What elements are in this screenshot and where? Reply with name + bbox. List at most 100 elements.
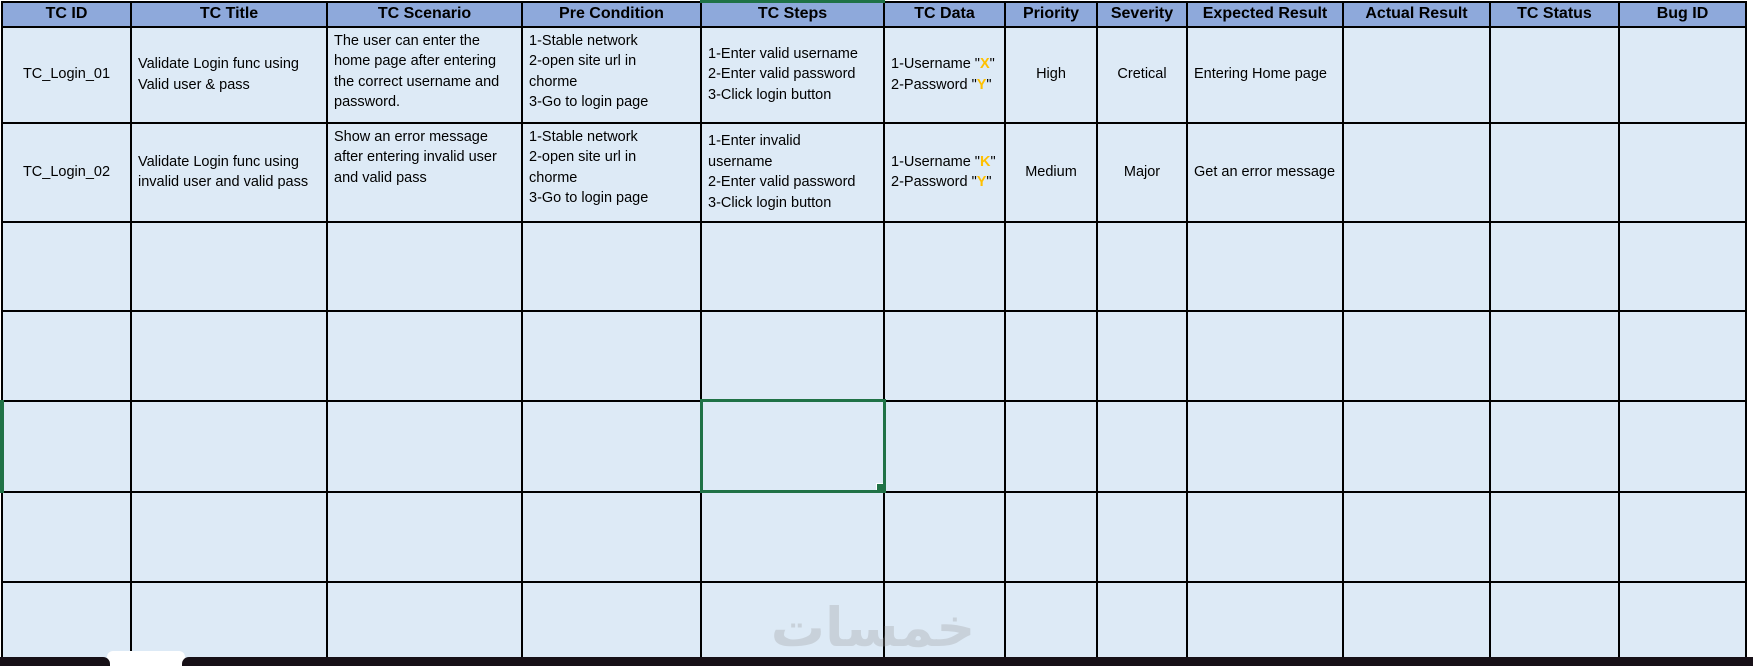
table-cell[interactable] (130, 220, 328, 312)
cell-pre-condition[interactable]: 1-Stable network 2-open site url in chor… (521, 121, 702, 223)
table-cell[interactable] (521, 490, 702, 583)
cell-tc-id[interactable]: TC_Login_01 (1, 25, 132, 124)
selected-cell[interactable] (699, 399, 886, 493)
column-header-severity[interactable]: Severity (1096, 0, 1188, 28)
table-cell[interactable] (883, 490, 1006, 583)
cell-expected-result[interactable]: Get an error message (1186, 121, 1344, 223)
table-cell[interactable] (1342, 399, 1491, 493)
cell-priority[interactable]: Medium (1004, 121, 1098, 223)
table-cell[interactable] (700, 580, 885, 663)
cell-tc-scenario[interactable]: The user can enter the home page after e… (326, 25, 523, 124)
table-cell[interactable] (1186, 490, 1344, 583)
column-header-tc-id[interactable]: TC ID (1, 0, 132, 28)
table-cell[interactable] (326, 490, 523, 583)
column-header-tc-data[interactable]: TC Data (883, 0, 1006, 28)
table-cell[interactable] (1618, 399, 1747, 493)
table-cell[interactable] (1096, 309, 1188, 402)
table-cell[interactable] (883, 399, 1006, 493)
cell-tc-id[interactable]: TC_Login_02 (1, 121, 132, 223)
table-cell[interactable] (1186, 580, 1344, 663)
table-cell[interactable] (1096, 220, 1188, 312)
table-cell[interactable] (1004, 399, 1098, 493)
table-cell[interactable] (883, 220, 1006, 312)
table-cell[interactable] (1, 580, 132, 663)
table-cell[interactable] (1489, 580, 1620, 663)
cell-tc-title[interactable]: Validate Login func using Valid user & p… (130, 25, 328, 124)
column-header-tc-status[interactable]: TC Status (1489, 0, 1620, 28)
table-cell[interactable] (1342, 220, 1491, 312)
column-header-priority[interactable]: Priority (1004, 0, 1098, 28)
cell-tc-data[interactable]: 1-Username "K" 2-Password "Y" (883, 121, 1006, 223)
cell-tc-title[interactable]: Validate Login func using invalid user a… (130, 121, 328, 223)
cell-pre-condition[interactable]: 1-Stable network 2-open site url in chor… (521, 25, 702, 124)
table-cell[interactable] (1618, 490, 1747, 583)
table-row-tc-login-01: TC_Login_01 Validate Login func using Va… (1, 25, 1747, 124)
table-cell[interactable] (1004, 490, 1098, 583)
table-cell[interactable] (1342, 580, 1491, 663)
table-cell[interactable] (1342, 309, 1491, 402)
table-cell[interactable] (1004, 580, 1098, 663)
table-cell[interactable] (1186, 220, 1344, 312)
tc-data-password-quote: " (986, 76, 992, 93)
table-cell[interactable] (1618, 580, 1747, 663)
cell-severity[interactable]: Cretical (1096, 25, 1188, 124)
table-cell[interactable] (1618, 220, 1747, 312)
cell-severity[interactable]: Major (1096, 121, 1188, 223)
table-cell[interactable] (1004, 309, 1098, 402)
table-cell[interactable] (0, 399, 132, 493)
table-cell[interactable] (1, 220, 132, 312)
cell-expected-result[interactable]: Entering Home page (1186, 25, 1344, 124)
table-cell[interactable] (1096, 490, 1188, 583)
table-cell[interactable] (130, 309, 328, 402)
cell-tc-scenario[interactable]: Show an error message after entering inv… (326, 121, 523, 223)
table-cell[interactable] (521, 220, 702, 312)
cell-tc-status[interactable] (1489, 121, 1620, 223)
cell-actual-result[interactable] (1342, 25, 1491, 124)
table-cell[interactable] (130, 490, 328, 583)
cell-bug-id[interactable] (1618, 25, 1747, 124)
table-cell[interactable] (326, 399, 523, 493)
cell-tc-data[interactable]: 1-Username "X" 2-Password "Y" (883, 25, 1006, 124)
table-cell[interactable] (1186, 309, 1344, 402)
table-cell[interactable] (1489, 309, 1620, 402)
table-cell[interactable] (1618, 309, 1747, 402)
table-cell[interactable] (1489, 490, 1620, 583)
column-header-pre-condition[interactable]: Pre Condition (521, 0, 702, 28)
column-header-expected-result[interactable]: Expected Result (1186, 0, 1344, 28)
cell-tc-steps[interactable]: 1-Enter invalid username 2-Enter valid p… (700, 121, 885, 223)
column-header-tc-steps[interactable]: TC Steps (700, 0, 885, 28)
table-cell[interactable] (1004, 220, 1098, 312)
table-cell[interactable] (521, 309, 702, 402)
table-cell[interactable] (1096, 399, 1188, 493)
table-cell[interactable] (1186, 399, 1344, 493)
cell-tc-steps[interactable]: 1-Enter valid username 2-Enter valid pas… (700, 25, 885, 124)
table-cell[interactable] (130, 399, 328, 493)
table-cell[interactable] (1, 490, 132, 583)
cell-bug-id[interactable] (1618, 121, 1747, 223)
table-cell[interactable] (883, 580, 1006, 663)
cell-priority[interactable]: High (1004, 25, 1098, 124)
table-cell[interactable] (326, 220, 523, 312)
cell-tc-status[interactable] (1489, 25, 1620, 124)
table-cell[interactable] (521, 399, 702, 493)
column-header-actual-result[interactable]: Actual Result (1342, 0, 1491, 28)
table-cell[interactable] (1, 309, 132, 402)
table-cell[interactable] (521, 580, 702, 663)
cell-actual-result[interactable] (1342, 121, 1491, 223)
table-cell[interactable] (700, 309, 885, 402)
tc-data-password-line: 2-Password "Y" (891, 75, 998, 96)
column-header-tc-title[interactable]: TC Title (130, 0, 328, 28)
bottom-bar (182, 657, 1753, 666)
table-cell[interactable] (130, 580, 328, 663)
column-header-tc-scenario[interactable]: TC Scenario (326, 0, 523, 28)
table-cell[interactable] (700, 220, 885, 312)
table-cell[interactable] (1489, 220, 1620, 312)
table-cell[interactable] (883, 309, 1006, 402)
column-header-bug-id[interactable]: Bug ID (1618, 0, 1747, 28)
table-cell[interactable] (326, 580, 523, 663)
table-cell[interactable] (1096, 580, 1188, 663)
table-cell[interactable] (326, 309, 523, 402)
table-cell[interactable] (1489, 399, 1620, 493)
table-cell[interactable] (700, 490, 885, 583)
table-cell[interactable] (1342, 490, 1491, 583)
